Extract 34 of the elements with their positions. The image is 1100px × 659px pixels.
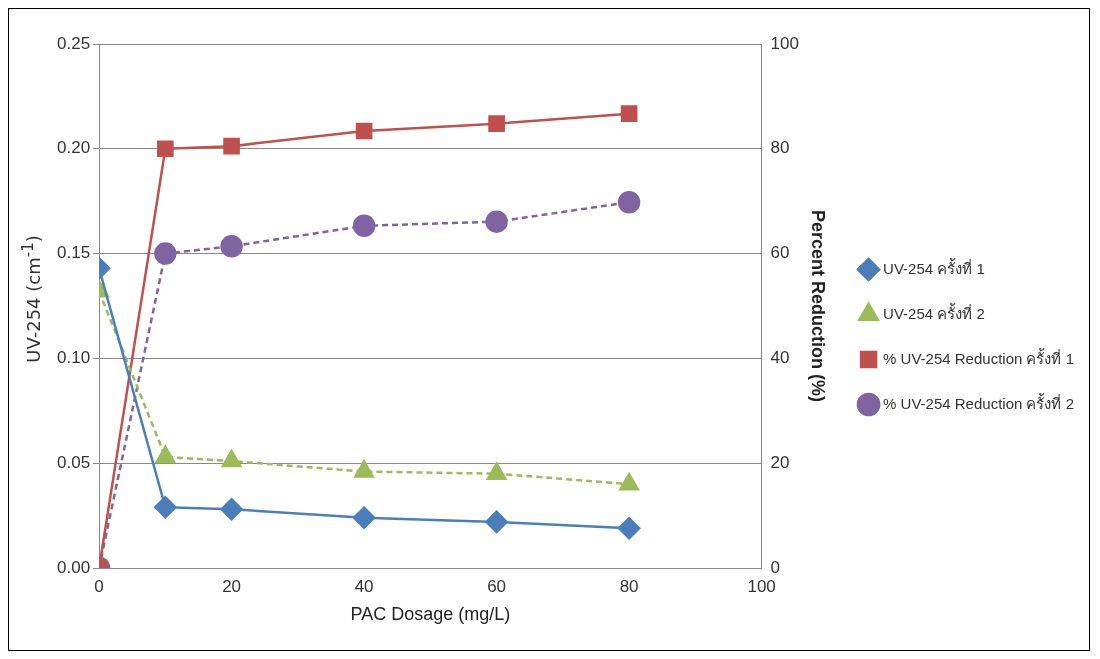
y-tick-label: 0.20 xyxy=(56,138,91,158)
y2-tick-label: 80 xyxy=(770,138,790,158)
y2-tick-label: 60 xyxy=(770,243,790,263)
y2-tick-label: 40 xyxy=(770,348,790,368)
point xyxy=(352,214,376,238)
y-tick-label: 0.00 xyxy=(56,557,91,577)
x-axis-title: PAC Dosage (mg/L) xyxy=(350,604,511,625)
legend-label: UV-254 ครั้งที่ 2 xyxy=(883,302,985,322)
x-tick-label: 100 xyxy=(747,576,776,596)
point xyxy=(154,242,177,265)
y2-tick-label: 0 xyxy=(770,557,781,577)
legend-label: % UV-254 Reduction ครั้งที่ 1 xyxy=(883,347,1075,367)
y-tick-label: 0.25 xyxy=(56,33,91,53)
point xyxy=(223,137,240,155)
x-tick-label: 0 xyxy=(94,576,104,596)
y2-tick-label: 100 xyxy=(770,33,799,53)
x-tick-label: 20 xyxy=(222,576,242,596)
y2-axis-title: Percent Reduction (%) xyxy=(807,209,828,403)
x-tick-label: 80 xyxy=(619,576,639,596)
point xyxy=(617,191,641,214)
y-tick-label: 0.05 xyxy=(56,452,91,472)
point xyxy=(620,105,638,123)
point xyxy=(220,235,243,258)
x-tick-label: 40 xyxy=(354,576,374,596)
point xyxy=(485,210,508,233)
y-tick-label: 0.15 xyxy=(56,243,91,263)
point xyxy=(488,115,505,132)
point xyxy=(355,122,373,140)
point xyxy=(157,140,174,158)
legend-label: % UV-254 Reduction ครั้งที่ 2 xyxy=(883,392,1075,412)
legend-label: UV-254 ครั้งที่ 1 xyxy=(883,257,985,277)
x-tick-label: 60 xyxy=(487,576,507,596)
y2-tick-label: 20 xyxy=(770,452,790,472)
y-tick-label: 0.10 xyxy=(56,348,91,368)
